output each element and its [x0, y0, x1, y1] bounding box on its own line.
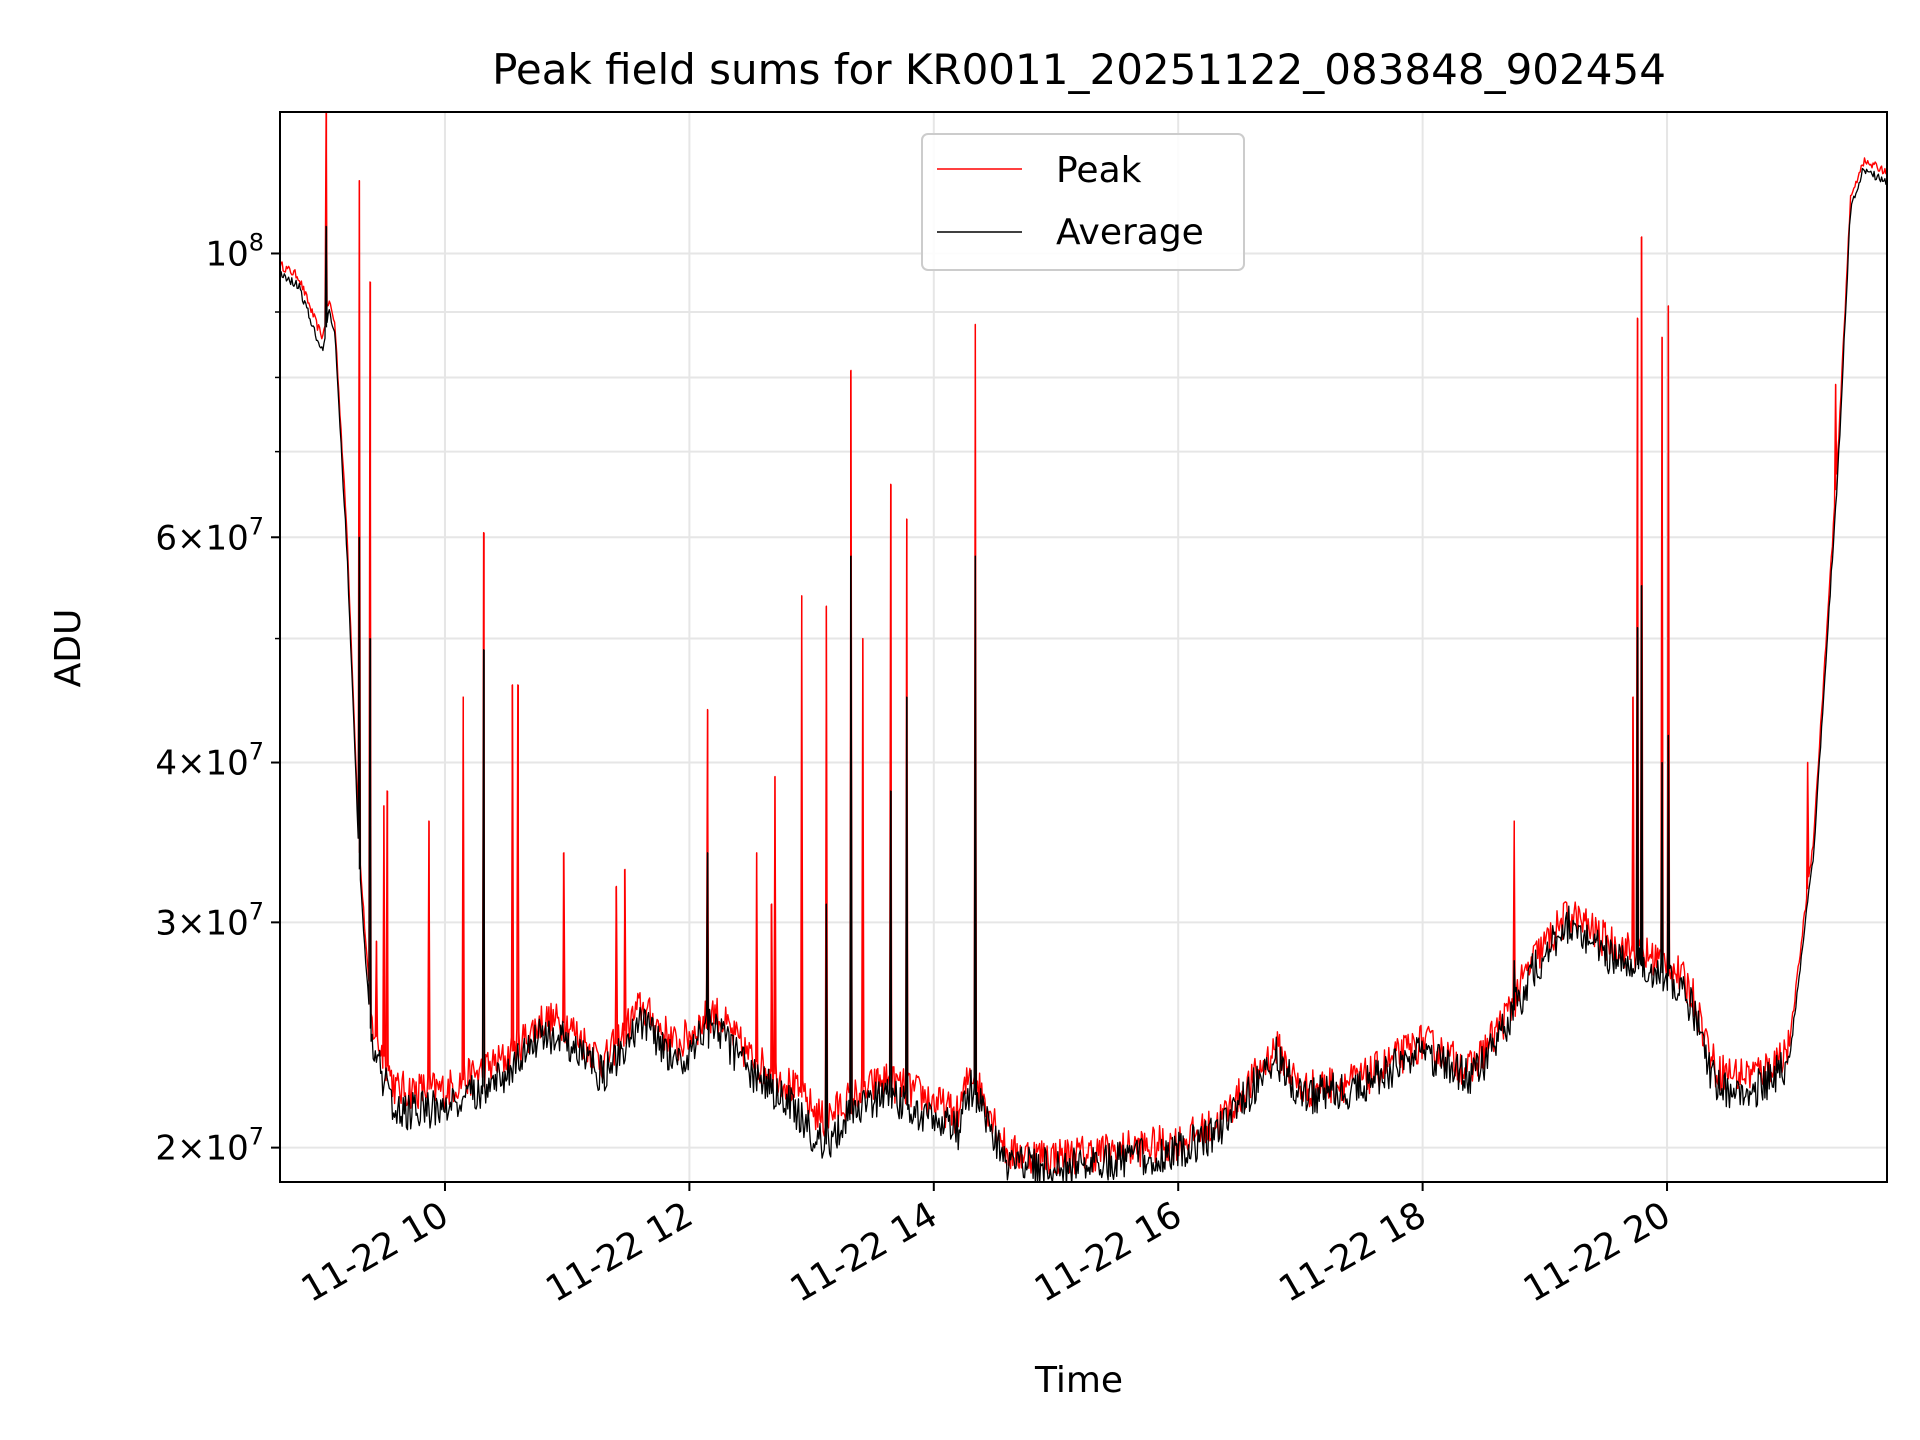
y-tick-label: 2×107	[155, 1123, 264, 1169]
legend: Peak Average	[921, 133, 1245, 271]
plot-frame	[279, 111, 1888, 1183]
series-line-average	[280, 167, 1887, 1182]
plot-series	[280, 112, 1887, 1182]
y-tick-label: 4×107	[155, 738, 264, 784]
y-tick-label: 3×107	[155, 897, 264, 943]
y-axis-label: ADU	[48, 609, 89, 688]
legend-average-label: Average	[1056, 212, 1204, 253]
legend-box	[921, 133, 1245, 271]
legend-peak-label: Peak	[1056, 150, 1142, 191]
y-tick-label: 108	[205, 228, 264, 274]
x-axis-label: Time	[1034, 1360, 1123, 1401]
chart-title: Peak field sums for KR0011_20251122_0838…	[492, 45, 1666, 94]
y-tick-label: 6×107	[155, 512, 264, 558]
